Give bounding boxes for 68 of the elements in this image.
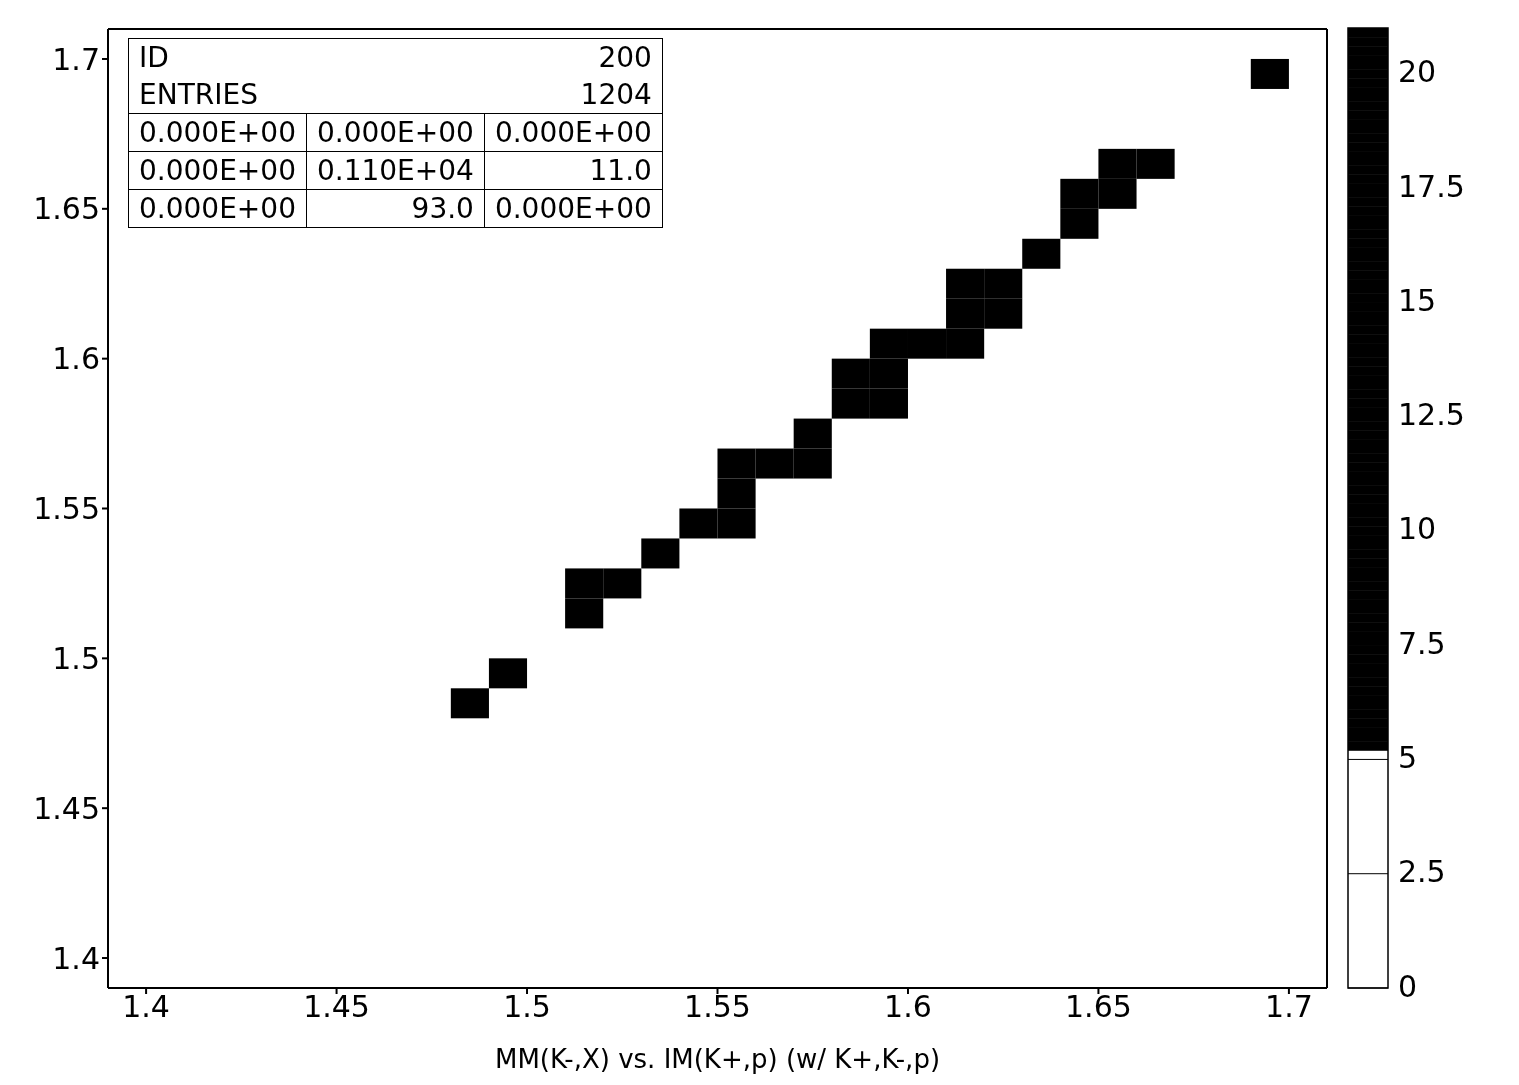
point <box>1098 178 1137 209</box>
x-tick-label: 1.6 <box>884 989 932 1025</box>
color-bar-label: 20 <box>1398 54 1437 90</box>
y-tick-label: 1.45 <box>33 790 100 826</box>
point <box>641 538 680 569</box>
color-bar-label: 17.5 <box>1398 168 1465 204</box>
point <box>793 448 832 479</box>
point <box>984 268 1023 299</box>
x-tick-label: 1.55 <box>684 989 751 1025</box>
color-bar-label: 12.5 <box>1398 397 1465 433</box>
point <box>679 508 718 539</box>
x-tick-label: 1.4 <box>122 989 170 1025</box>
annotation: 0.000E+00 <box>128 189 307 228</box>
point <box>1060 178 1099 209</box>
point <box>450 688 489 719</box>
point <box>946 328 985 359</box>
annotation: ENTRIES <box>138 77 259 113</box>
point <box>1250 58 1289 89</box>
point <box>1022 238 1061 269</box>
point <box>565 598 604 629</box>
color-bar-label: 7.5 <box>1398 625 1446 661</box>
annotation: 1204 <box>579 77 653 113</box>
annotation: 0.110E+04 <box>306 151 485 190</box>
y-tick-label: 1.65 <box>33 191 100 227</box>
annotation: 93.0 <box>306 189 485 228</box>
point <box>869 358 908 389</box>
x-tick-label: 1.7 <box>1265 989 1313 1025</box>
annotation: 11.0 <box>484 151 663 190</box>
annotation: 0.000E+00 <box>128 151 307 190</box>
y-tick-label: 1.55 <box>33 491 100 527</box>
annotation: 0.000E+00 <box>484 189 663 228</box>
point <box>793 418 832 449</box>
annotation: 0.000E+00 <box>128 113 307 152</box>
point <box>907 328 947 359</box>
y-tick-label: 1.6 <box>52 341 100 377</box>
x-axis-title: MM(K-,X) vs. IM(K+,p) (w/ K+,K-,p) <box>494 1044 941 1074</box>
point <box>869 388 908 419</box>
y-tick-label: 1.4 <box>52 940 100 976</box>
color-bar-label: 2.5 <box>1398 854 1446 890</box>
x-tick-label: 1.5 <box>503 989 551 1025</box>
color-bar-label: 15 <box>1398 282 1437 318</box>
point <box>1060 208 1099 239</box>
x-tick-label: 1.65 <box>1065 989 1132 1025</box>
annotation: ID <box>138 40 170 76</box>
point <box>603 568 642 599</box>
annotation: 200 <box>597 40 653 76</box>
point <box>831 358 870 389</box>
point <box>831 388 870 419</box>
point <box>565 568 604 599</box>
point <box>946 298 985 329</box>
color-bar-label: 0 <box>1398 968 1418 1004</box>
point <box>869 328 908 359</box>
y-tick-label: 1.7 <box>52 41 100 77</box>
point <box>755 448 794 479</box>
point <box>717 448 756 479</box>
x-tick-label: 1.45 <box>303 989 370 1025</box>
point <box>946 268 985 299</box>
point <box>717 478 756 509</box>
annotation: 0.000E+00 <box>484 113 663 152</box>
annotation: 0.000E+00 <box>306 113 485 152</box>
point <box>1136 148 1175 179</box>
y-tick-label: 1.5 <box>52 640 100 676</box>
point <box>717 508 756 539</box>
point <box>488 658 528 689</box>
point <box>1098 148 1137 179</box>
color-bar-label: 10 <box>1398 511 1437 547</box>
color-bar-label: 5 <box>1398 739 1418 775</box>
point <box>984 298 1023 329</box>
